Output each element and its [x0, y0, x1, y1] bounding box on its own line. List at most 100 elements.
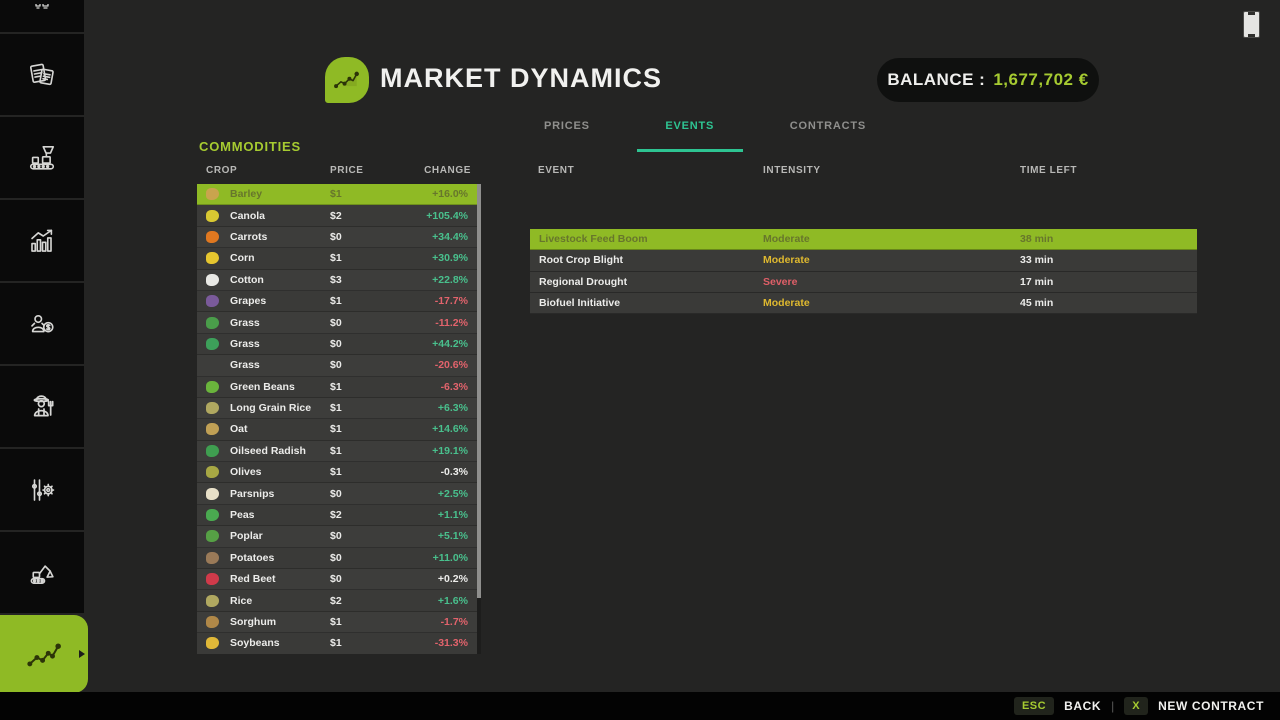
crop-name: Red Beet	[230, 573, 276, 586]
balance-label: BALANCE :	[887, 70, 986, 89]
commodity-row[interactable]: Sorghum $1 -1.7%	[197, 611, 477, 634]
column-header-price: PRICE	[330, 165, 364, 176]
event-time-left: 17 min	[1020, 275, 1054, 288]
commodity-row[interactable]: Grapes $1 -17.7%	[197, 290, 477, 313]
landscaping-icon	[30, 564, 54, 584]
commodity-row[interactable]: Long Grain Rice $1 +6.3%	[197, 397, 477, 420]
sidebar-item-vehicle-partial[interactable]	[0, 0, 84, 32]
event-intensity: Moderate	[763, 233, 810, 246]
commodity-row[interactable]: Rice $2 +1.6%	[197, 590, 477, 612]
crop-price: $0	[330, 530, 342, 543]
events-list: Livestock Feed Boom Moderate 38 min Root…	[530, 229, 1197, 315]
commodity-row[interactable]: Grass $0 -11.2%	[197, 312, 477, 334]
sidebar-item-finances[interactable]	[0, 283, 84, 364]
footer-divider: |	[1111, 699, 1115, 713]
event-row[interactable]: Root Crop Blight Moderate 33 min	[530, 250, 1197, 272]
column-header-time-left: TIME LEFT	[1020, 165, 1078, 176]
column-header-crop: CROP	[206, 165, 238, 176]
commodity-row[interactable]: Potatoes $0 +11.0%	[197, 547, 477, 570]
vehicle-partial-icon	[35, 4, 49, 9]
sidebar-item-settings[interactable]	[0, 449, 84, 530]
tab[interactable]: PRICES	[544, 120, 590, 132]
commodity-row[interactable]: Red Beet $0 +0.2%	[197, 569, 477, 591]
commodity-row[interactable]: Oat $1 +14.6%	[197, 419, 477, 441]
event-time-left: 33 min	[1020, 254, 1054, 267]
commodities-header: CROP PRICE CHANGE	[197, 165, 477, 179]
crop-change: +0.2%	[437, 573, 468, 586]
crop-name: Oilseed Radish	[230, 444, 306, 457]
sidebar-item-statistics[interactable]	[0, 200, 84, 281]
commodity-row[interactable]: Peas $2 +1.1%	[197, 504, 477, 527]
crop-price: $1	[330, 466, 342, 479]
new-contract-button[interactable]: NEW CONTRACT	[1158, 699, 1264, 713]
green-beans-icon	[206, 380, 219, 393]
carrots-icon	[206, 230, 219, 243]
crop-name: Peas	[230, 509, 255, 522]
crop-name: Grapes	[230, 295, 267, 308]
barley-icon	[206, 188, 219, 201]
commodity-row[interactable]: Parsnips $0 +2.5%	[197, 483, 477, 505]
page-title: MARKET DYNAMICS	[380, 63, 662, 93]
peas-icon	[206, 509, 219, 522]
battery-icon	[1243, 11, 1260, 38]
commodity-row[interactable]: Oilseed Radish $1 +19.1%	[197, 440, 477, 463]
event-intensity: Moderate	[763, 297, 810, 310]
back-button[interactable]: BACK	[1064, 699, 1102, 713]
crop-name: Long Grain Rice	[230, 402, 312, 415]
event-row[interactable]: Biofuel Initiative Moderate 45 min	[530, 292, 1197, 315]
crop-price: $0	[330, 487, 342, 500]
tab[interactable]: CONTRACTS	[789, 120, 866, 132]
tab[interactable]: EVENTS	[661, 118, 718, 134]
crop-name: Soybeans	[230, 637, 280, 650]
crop-name: Green Beans	[230, 380, 295, 393]
crop-change: +44.2%	[432, 337, 468, 350]
commodity-row[interactable]: Olives $1 -0.3%	[197, 462, 477, 484]
event-intensity: Severe	[763, 275, 798, 288]
commodity-row[interactable]: Grass $0 +44.2%	[197, 333, 477, 356]
sidebar-item-documents[interactable]	[0, 34, 84, 115]
scrollbar-thumb[interactable]	[477, 184, 481, 598]
finances-icon	[31, 314, 54, 332]
crop-change: +19.1%	[432, 444, 468, 457]
commodity-row[interactable]: Soybeans $1 -31.3%	[197, 633, 477, 654]
commodity-row[interactable]: Grass $0 -20.6%	[197, 355, 477, 377]
commodity-row[interactable]: Poplar $0 +5.1%	[197, 526, 477, 548]
sidebar-item-landscaping[interactable]	[0, 532, 84, 613]
esc-key-badge[interactable]: ESC	[1013, 697, 1055, 715]
event-row[interactable]: Regional Drought Severe 17 min	[530, 271, 1197, 293]
settings-icon	[31, 478, 55, 501]
commodity-row[interactable]: Green Beans $1 -6.3%	[197, 376, 477, 398]
crop-change: +34.4%	[432, 230, 468, 243]
commodities-scrollbar[interactable]	[477, 184, 481, 654]
olives-icon	[206, 466, 219, 479]
event-name: Regional Drought	[539, 275, 628, 288]
crop-change: +5.1%	[437, 530, 468, 543]
commodity-row[interactable]: Corn $1 +30.9%	[197, 248, 477, 270]
commodities-title: COMMODITIES	[199, 139, 301, 154]
market-dynamics-logo-icon	[325, 57, 369, 103]
crop-change: +2.5%	[437, 487, 468, 500]
poplar-icon	[206, 530, 219, 543]
commodity-row[interactable]: Barley $1 +16.0%	[197, 184, 477, 206]
crop-name: Sorghum	[230, 616, 277, 628]
sidebar-item-workers[interactable]	[0, 366, 84, 447]
grass-icon	[206, 337, 219, 350]
balance-value: 1,677,702 €	[993, 70, 1089, 89]
commodity-row[interactable]: Canola $2 +105.4%	[197, 205, 477, 227]
crop-price: $3	[330, 273, 342, 286]
canola-icon	[206, 209, 219, 222]
commodity-row[interactable]: Cotton $3 +22.8%	[197, 269, 477, 291]
tab-bar: PRICES EVENTS CONTRACTS	[540, 118, 870, 134]
sidebar-item-market-trends[interactable]	[0, 615, 88, 693]
x-key-badge[interactable]: X	[1124, 697, 1149, 715]
crop-price: $1	[330, 616, 342, 628]
event-row[interactable]: Livestock Feed Boom Moderate 38 min	[530, 229, 1197, 251]
sidebar-item-production[interactable]	[0, 117, 84, 198]
commodity-row[interactable]: Carrots $0 +34.4%	[197, 226, 477, 249]
crop-change: +16.0%	[432, 188, 468, 201]
crop-name: Olives	[230, 466, 262, 479]
crop-name: Canola	[230, 209, 266, 222]
crop-name: Barley	[230, 188, 263, 201]
event-name: Biofuel Initiative	[539, 297, 621, 310]
crop-price: $2	[330, 594, 342, 607]
